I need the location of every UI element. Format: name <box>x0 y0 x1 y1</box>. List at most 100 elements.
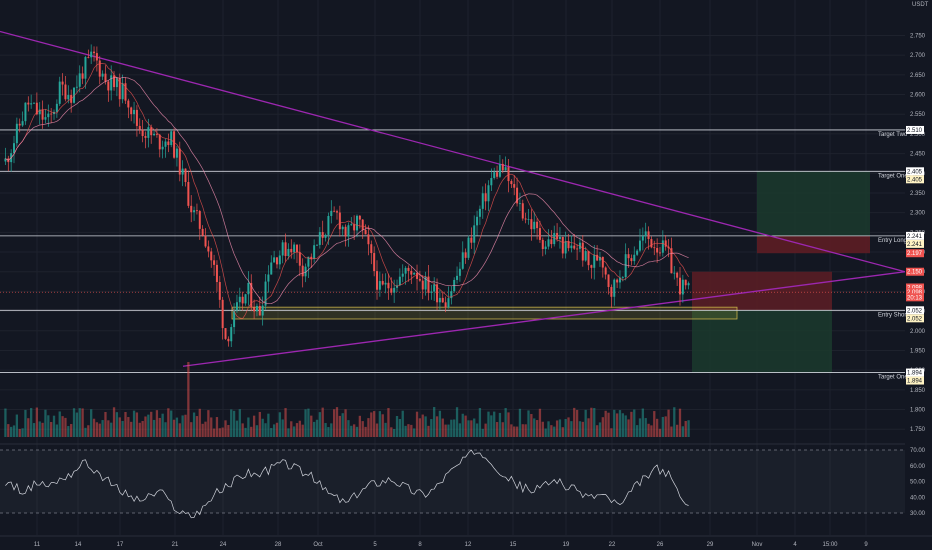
volume-bar <box>564 419 567 437</box>
candle-body <box>81 73 84 79</box>
volume-bar <box>627 419 630 437</box>
volume-bar <box>18 428 21 437</box>
level-price-tag-text: 2.052 <box>907 308 923 314</box>
volume-bar <box>15 414 19 437</box>
volume-bar <box>681 426 684 437</box>
candle-body <box>327 215 330 235</box>
time-axis[interactable]: 11 14 17 21 24 28 Oct 5 8 12 15 19 22 26 29 Nov 4 15:00 9 <box>0 535 932 548</box>
candle-body <box>287 248 290 257</box>
candle-body <box>476 216 479 226</box>
candle-body <box>244 294 247 304</box>
candle-body <box>384 282 387 285</box>
price-tick-label: 2.450 <box>910 152 926 158</box>
drawings[interactable]: Target Two Target One Entry Long Entry Shor… <box>0 30 908 381</box>
volume-bar <box>284 408 287 437</box>
candle-body <box>230 327 233 342</box>
volume-bar <box>413 428 416 437</box>
volume-bar <box>252 415 256 437</box>
volume-bar <box>575 409 579 437</box>
volume-bar <box>118 417 121 437</box>
rsi-panel[interactable]: 70.00 60.00 50.00 40.00 30.00 <box>0 443 926 519</box>
volume-bar <box>295 423 299 437</box>
candle-body <box>130 107 133 115</box>
candle-body <box>601 256 604 268</box>
candle-body <box>215 264 218 283</box>
level-price-tag <box>906 167 924 176</box>
volume-bar <box>667 409 670 437</box>
volume-bar <box>524 424 527 437</box>
volume-bar <box>387 408 390 437</box>
candle-body <box>33 102 36 104</box>
volume-bar <box>624 415 627 437</box>
volume-bar <box>678 408 682 437</box>
volume-bar <box>444 424 447 437</box>
time-tick-label: 12 <box>465 542 472 548</box>
volume-bar <box>390 427 393 437</box>
level-price-tag <box>906 231 924 240</box>
candle-body <box>478 208 481 217</box>
volume-bar <box>127 417 130 437</box>
candle-body <box>310 256 313 259</box>
price-tick-label: 2.350 <box>910 191 926 197</box>
candle-body <box>335 211 338 213</box>
price-axis[interactable]: 2.7502.7002.6502.6002.5502.5002.4502.400… <box>906 33 926 433</box>
volume-bar <box>393 428 396 437</box>
long-target-zone <box>757 171 870 236</box>
volume-bar <box>541 421 544 437</box>
candle-body <box>544 246 547 250</box>
volume-bar <box>670 426 673 437</box>
volume-bar <box>461 413 464 437</box>
candle-body <box>90 51 93 58</box>
candle-body <box>55 103 58 112</box>
volume-bar <box>250 426 253 437</box>
volume-bar <box>590 407 593 437</box>
volume-bar <box>410 424 413 437</box>
candle-body <box>561 236 564 254</box>
volume-bar <box>55 424 59 437</box>
volume-bar <box>64 417 67 437</box>
candle-body <box>21 121 24 126</box>
volume-bar <box>464 415 467 437</box>
volume-bar <box>630 411 633 437</box>
volume-bar <box>115 412 119 437</box>
volume-bar <box>487 411 490 437</box>
time-tick-label: 26 <box>657 542 664 548</box>
volume-bar <box>587 418 590 437</box>
candle-body <box>641 236 644 241</box>
candle-body <box>247 282 250 295</box>
volume-bar <box>395 416 399 437</box>
long-stop-zone <box>757 235 870 254</box>
volume-bar <box>267 413 270 437</box>
candle-body <box>324 234 327 238</box>
volume-bar <box>52 415 56 437</box>
volume-bar <box>427 425 430 437</box>
candles[interactable] <box>4 44 690 348</box>
volume-bar <box>527 410 530 437</box>
candle-body <box>413 272 416 275</box>
candle-body <box>93 51 96 54</box>
candle-body <box>501 163 504 171</box>
volume-bar <box>655 418 659 437</box>
candle-body <box>27 102 30 105</box>
candle-body <box>338 212 341 230</box>
candle-body <box>41 109 44 120</box>
volume-bar <box>601 417 604 437</box>
volume-bar <box>364 426 367 437</box>
volume-bar <box>281 419 284 437</box>
volume-bar <box>407 424 410 437</box>
candle-body <box>13 143 16 154</box>
candle-body <box>441 297 444 303</box>
level-label: Target Two <box>878 132 908 138</box>
candle-body <box>18 123 21 126</box>
volume-bar <box>370 412 373 437</box>
time-tick-label: Oct <box>313 542 323 548</box>
volume-bar <box>418 418 422 437</box>
level-price-tag <box>906 368 924 377</box>
time-tick-label: Nov <box>752 542 763 548</box>
volume-bar <box>455 407 459 437</box>
volume-bar <box>633 409 636 437</box>
candle-body <box>558 236 561 239</box>
volume-bar <box>272 424 276 437</box>
candle-body <box>533 221 536 230</box>
